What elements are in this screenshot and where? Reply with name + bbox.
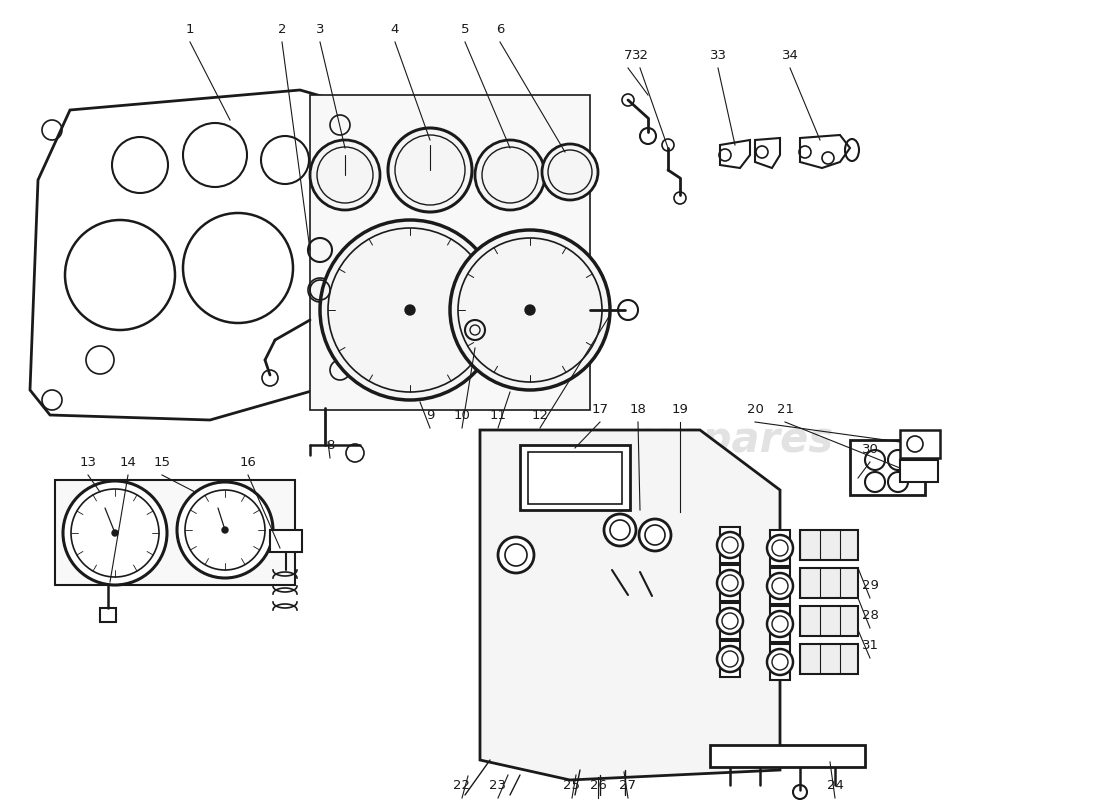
- Text: 8: 8: [326, 439, 334, 452]
- Text: 6: 6: [496, 23, 504, 36]
- Text: 21: 21: [777, 403, 793, 416]
- Text: 28: 28: [861, 609, 879, 622]
- Circle shape: [388, 128, 472, 212]
- Text: 2: 2: [277, 23, 286, 36]
- Circle shape: [310, 140, 380, 210]
- Bar: [800, 606, 858, 636]
- Text: eurospares: eurospares: [80, 309, 343, 351]
- Circle shape: [63, 481, 167, 585]
- Bar: [520, 445, 630, 510]
- Circle shape: [177, 482, 273, 578]
- Circle shape: [604, 514, 636, 546]
- Circle shape: [475, 140, 544, 210]
- Circle shape: [450, 230, 610, 390]
- Text: 27: 27: [619, 779, 637, 792]
- Bar: [710, 745, 865, 767]
- Text: 33: 33: [710, 49, 726, 62]
- Circle shape: [320, 220, 500, 400]
- Text: 34: 34: [782, 49, 799, 62]
- Circle shape: [717, 608, 743, 634]
- Bar: [770, 606, 790, 642]
- Polygon shape: [480, 430, 780, 780]
- Circle shape: [767, 649, 793, 675]
- Bar: [800, 644, 858, 674]
- Text: 16: 16: [240, 456, 256, 469]
- Text: 23: 23: [490, 779, 506, 792]
- Text: 14: 14: [120, 456, 136, 469]
- Circle shape: [542, 144, 598, 200]
- Text: 29: 29: [861, 579, 879, 592]
- Text: 19: 19: [672, 403, 689, 416]
- Bar: [770, 644, 790, 680]
- Bar: [720, 527, 740, 563]
- Text: 31: 31: [861, 639, 879, 652]
- Circle shape: [112, 530, 118, 536]
- Circle shape: [222, 527, 228, 533]
- Polygon shape: [720, 140, 750, 168]
- Text: 1: 1: [186, 23, 195, 36]
- Circle shape: [405, 305, 415, 315]
- Text: eurospares: eurospares: [570, 419, 833, 461]
- Bar: [720, 603, 740, 639]
- Text: 10: 10: [453, 409, 471, 422]
- Bar: [900, 460, 938, 482]
- Circle shape: [498, 537, 534, 573]
- Bar: [770, 530, 790, 566]
- Text: 26: 26: [590, 779, 606, 792]
- Bar: [850, 440, 925, 495]
- Text: 30: 30: [861, 443, 879, 456]
- Polygon shape: [30, 90, 379, 420]
- Circle shape: [767, 573, 793, 599]
- Circle shape: [525, 305, 535, 315]
- Text: 11: 11: [490, 409, 506, 422]
- Text: 20: 20: [747, 403, 763, 416]
- Text: 13: 13: [79, 456, 97, 469]
- Circle shape: [767, 535, 793, 561]
- Circle shape: [767, 611, 793, 637]
- Text: 18: 18: [629, 403, 647, 416]
- Text: 4: 4: [390, 23, 399, 36]
- Bar: [770, 568, 790, 604]
- Bar: [720, 565, 740, 601]
- Text: 25: 25: [563, 779, 581, 792]
- Circle shape: [639, 519, 671, 551]
- Bar: [55, 480, 295, 585]
- Bar: [900, 430, 940, 458]
- Circle shape: [717, 646, 743, 672]
- Text: 3: 3: [316, 23, 324, 36]
- Bar: [720, 641, 740, 677]
- Polygon shape: [310, 95, 590, 410]
- Circle shape: [717, 532, 743, 558]
- Text: 7: 7: [624, 49, 632, 62]
- Text: 24: 24: [826, 779, 844, 792]
- Bar: [800, 568, 858, 598]
- Text: 22: 22: [453, 779, 471, 792]
- Text: 12: 12: [531, 409, 549, 422]
- Polygon shape: [100, 608, 116, 622]
- Text: 5: 5: [461, 23, 470, 36]
- Polygon shape: [755, 138, 780, 168]
- Circle shape: [717, 570, 743, 596]
- Text: 32: 32: [631, 49, 649, 62]
- Text: 15: 15: [154, 456, 170, 469]
- Bar: [800, 530, 858, 560]
- Text: 9: 9: [426, 409, 434, 422]
- Polygon shape: [800, 135, 850, 168]
- Bar: [270, 530, 302, 552]
- Text: 17: 17: [592, 403, 608, 416]
- Bar: [528, 452, 622, 504]
